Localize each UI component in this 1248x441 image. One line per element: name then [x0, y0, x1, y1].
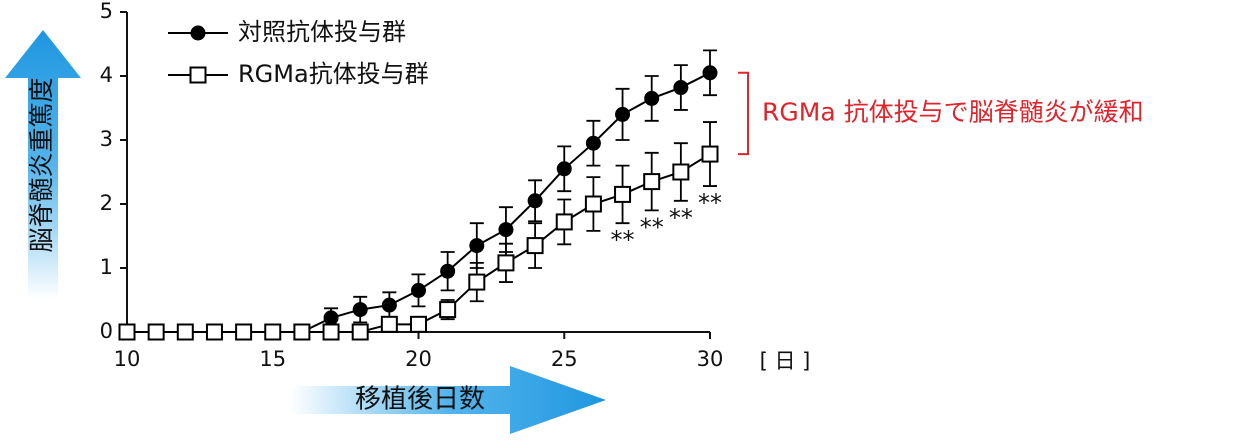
data-point — [497, 254, 515, 272]
y-axis-label: 脳脊髄炎重篤度 — [27, 77, 56, 252]
data-point — [147, 323, 165, 341]
data-point — [411, 282, 426, 298]
x-tick-label: 10 — [114, 347, 141, 371]
data-point — [585, 135, 601, 151]
data-point — [584, 195, 602, 213]
x-arrow — [290, 366, 606, 434]
significance-mark: ** — [611, 226, 635, 254]
data-point — [643, 173, 661, 191]
significance-mark: ** — [698, 189, 722, 217]
data-point — [118, 323, 136, 341]
x-tick-label: 20 — [405, 347, 432, 371]
annotation: RGMa 抗体投与で脳脊髄炎が緩和 — [762, 97, 1144, 126]
legend-label: 対照抗体投与群 — [238, 18, 406, 46]
data-point — [644, 90, 660, 106]
significance-mark: ** — [640, 213, 664, 241]
data-point — [410, 315, 427, 333]
data-point — [440, 263, 456, 279]
legend-label: RGMa抗体投与群 — [238, 60, 429, 88]
data-point — [293, 323, 311, 341]
data-point — [352, 302, 368, 318]
x-tick-label: 15 — [259, 347, 286, 371]
x-axis-unit: [ 日 ] — [760, 349, 811, 373]
data-point — [701, 145, 719, 163]
data-point — [322, 323, 340, 341]
y-tick-label: 2 — [100, 191, 113, 215]
data-point — [614, 185, 632, 203]
data-point — [176, 323, 194, 341]
y-tick-label: 1 — [100, 255, 113, 279]
data-point — [556, 161, 572, 177]
data-point — [468, 273, 486, 291]
x-tick-label: 30 — [697, 347, 724, 371]
data-point — [673, 80, 689, 96]
data-point — [615, 106, 631, 122]
data-point — [498, 222, 514, 238]
y-tick-label: 3 — [100, 127, 113, 151]
y-arrow — [5, 30, 81, 300]
data-point — [555, 213, 573, 231]
annotation-bracket — [738, 71, 749, 156]
y-tick-label: 5 — [100, 0, 113, 23]
data-point — [264, 323, 282, 341]
significance-mark: ** — [669, 204, 693, 232]
y-tick-label: 0 — [100, 319, 113, 343]
data-point — [526, 237, 544, 255]
data-point — [702, 65, 718, 81]
data-point — [205, 323, 223, 341]
data-point — [380, 315, 398, 333]
data-point — [469, 238, 485, 254]
data-point — [235, 323, 253, 341]
legend-marker — [190, 25, 206, 41]
data-point — [439, 301, 457, 319]
legend-marker — [189, 66, 207, 84]
data-point — [323, 310, 339, 326]
data-point — [351, 323, 369, 341]
data-point — [381, 297, 397, 313]
x-tick-label: 25 — [551, 347, 578, 371]
data-point — [672, 163, 690, 181]
x-axis-label: 移植後日数 — [355, 385, 485, 415]
data-point — [527, 193, 543, 209]
y-tick-label: 4 — [100, 63, 113, 87]
